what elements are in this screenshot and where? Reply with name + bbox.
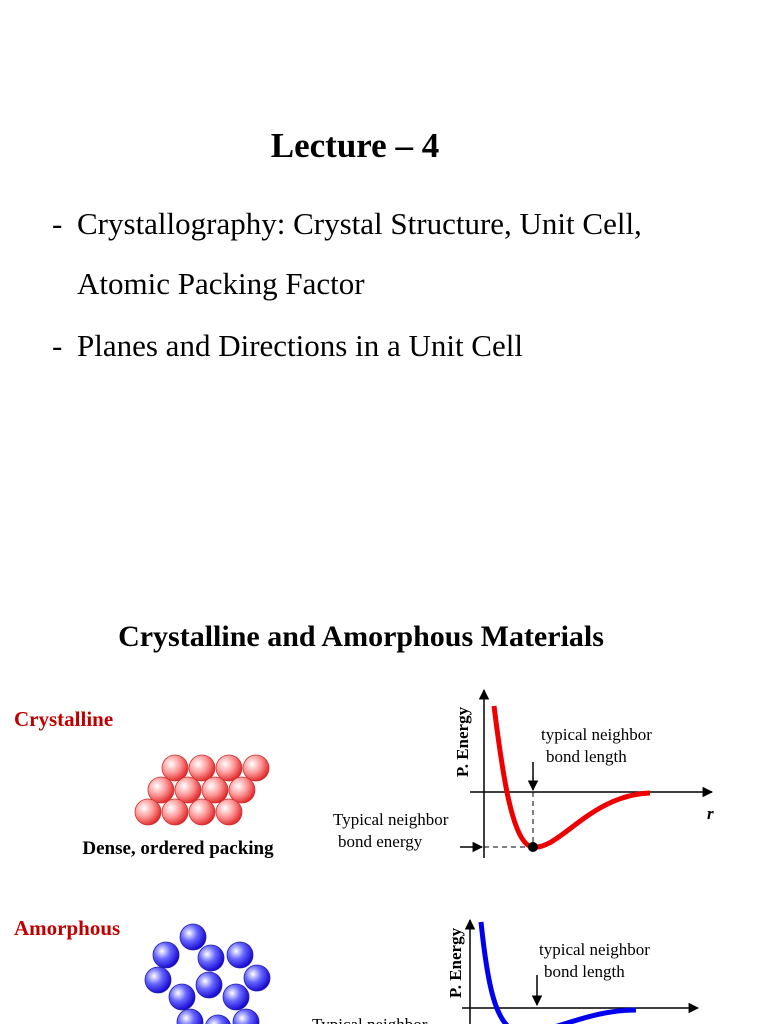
bullet-marker: - <box>52 328 62 363</box>
annotation: Typical neighbor <box>312 1015 428 1024</box>
annotation: Typical neighbor <box>333 810 449 829</box>
axis-label: P. Energy <box>453 706 472 777</box>
annotation: typical neighbor <box>539 940 650 959</box>
annotation: bond energy <box>338 832 423 851</box>
axis-label: r <box>707 804 714 823</box>
axis-label: r <box>693 1019 700 1024</box>
slide-title: Lecture – 4 <box>271 126 439 165</box>
bullet-text: Planes and Directions in a Unit Cell <box>77 328 523 363</box>
annotation: bond length <box>546 747 627 766</box>
energy-graph <box>462 918 700 1024</box>
crystal-spheres <box>134 754 270 826</box>
energy-graph <box>460 688 714 858</box>
slide-title: Crystalline and Amorphous Materials <box>118 620 604 653</box>
section-label: Crystalline <box>14 707 113 731</box>
bullet-marker: - <box>52 206 62 241</box>
bullet-text: Crystallography: Crystal Structure, Unit… <box>77 206 642 241</box>
amorphous-spheres <box>144 923 271 1024</box>
section-label: Amorphous <box>14 916 120 940</box>
axis-label: P. Energy <box>446 927 465 998</box>
caption: Dense, ordered packing <box>82 838 274 859</box>
annotation: bond length <box>544 962 625 981</box>
annotation: typical neighbor <box>541 725 652 744</box>
bullet-text: Atomic Packing Factor <box>77 266 365 301</box>
